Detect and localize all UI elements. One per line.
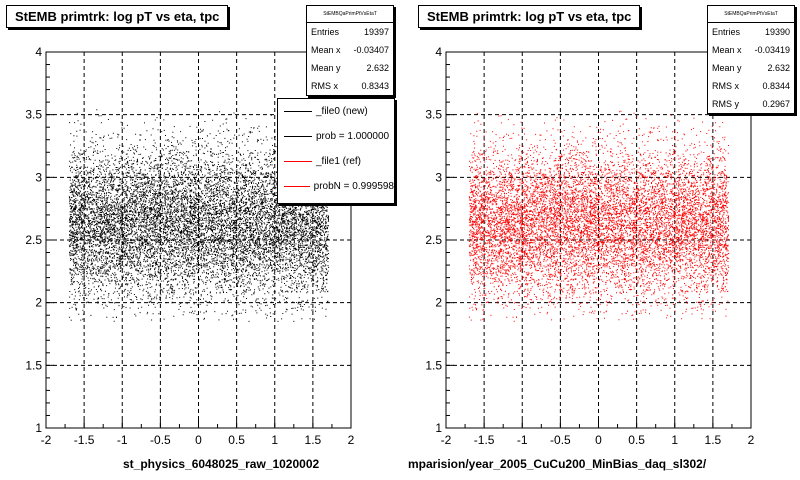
stats-label: Mean y: [712, 63, 742, 73]
stats-label: RMS x: [311, 81, 338, 91]
x-tick-label: -1.5: [74, 433, 95, 447]
legend-label: _file1 (ref): [316, 156, 362, 167]
right-scatter-plot: -2 -1.5 -1 -0.5 0 0.5 1 1.5 2 1 1.5 2 2.5 3 3.5 4: [425, 45, 754, 447]
y-tick-label: 4: [435, 45, 442, 59]
stats-histogram-name: StEMBQaPrimPtVsEtaT: [307, 6, 393, 23]
x-tick-label: 0: [195, 433, 202, 447]
legend-label: prob = 1.000000: [316, 131, 390, 142]
stats-row: Mean y 2.632: [307, 59, 393, 77]
stats-value: 0.2967: [762, 99, 790, 109]
x-tick-label: -0.5: [550, 433, 571, 447]
stats-label: Mean x: [311, 45, 341, 55]
stats-row: RMS x 0.8343: [307, 77, 393, 95]
stats-value: -0.03407: [353, 45, 389, 55]
x-tick-label: 0.5: [228, 433, 245, 447]
x-tick-label: 2: [748, 433, 755, 447]
x-tick-label: -1.5: [474, 433, 495, 447]
legend-label: probN = 0.999598: [313, 181, 394, 192]
y-tick-label: 2: [435, 296, 442, 310]
stats-label: Mean y: [311, 63, 341, 73]
legend-label: _file0 (new): [316, 106, 368, 117]
legend-entry-prob: prob = 1.000000: [278, 124, 394, 149]
x-tick-label: -1: [517, 433, 528, 447]
legend-line: [284, 111, 312, 112]
legend-entry-probn: probN = 0.999598: [278, 174, 394, 199]
stats-row: RMS x 0.8344: [708, 77, 794, 95]
x-tick-label: -0.5: [150, 433, 171, 447]
x-tick-label: -2: [441, 433, 452, 447]
stats-row: Mean x -0.03419: [708, 41, 794, 59]
stats-row: Mean x -0.03407: [307, 41, 393, 59]
x-tick-label: 2: [348, 433, 355, 447]
x-tick-label: 1: [271, 433, 278, 447]
x-tick-label: 0: [595, 433, 602, 447]
x-tick-label: -2: [41, 433, 52, 447]
y-tick-label: 1: [35, 421, 42, 435]
x-tick-label: 0.5: [628, 433, 645, 447]
comparison-legend: _file0 (new) prob = 1.000000 _file1 (ref…: [277, 98, 395, 204]
stats-row: RMS y 0.2967: [708, 95, 794, 113]
right-chart-title: StEMB primtrk: log pT vs eta, tpc: [418, 5, 641, 28]
y-tick-label: 1.5: [425, 358, 442, 372]
x-tick-label: -1: [117, 433, 128, 447]
left-x-axis-label: st_physics_6048025_raw_1020002: [123, 457, 320, 471]
y-tick-label: 3.5: [425, 108, 442, 122]
stats-label: Entries: [712, 27, 741, 37]
stats-label: RMS y: [712, 99, 739, 109]
stats-histogram-name: StEMBQaPrimPtVsEtaT: [708, 6, 794, 23]
right-stats-box: StEMBQaPrimPtVsEtaT Entries 19390 Mean x -…: [707, 5, 795, 114]
scatter-point-cloud: [468, 110, 730, 322]
left-chart-title: StEMB primtrk: log pT vs eta, tpc: [6, 5, 229, 28]
x-tick-label: 1.5: [305, 433, 322, 447]
y-tick-label: 2.5: [425, 233, 442, 247]
stats-row: Mean y 2.632: [708, 59, 794, 77]
legend-line: [284, 136, 312, 137]
y-tick-label: 4: [35, 45, 42, 59]
y-tick-label: 3: [435, 170, 442, 184]
right-x-axis-label: mparision/year_2005_CuCu200_MinBias_daq_…: [408, 457, 707, 471]
x-tick-label: 1.5: [705, 433, 722, 447]
left-scatter-plot: -2 -1.5 -1 -0.5 0 0.5 1 1.5 2 1 1.5 2 2.5 3 3.5 4: [25, 45, 354, 447]
stats-value: 0.8344: [762, 81, 790, 91]
legend-line: [284, 161, 312, 162]
y-tick-label: 3.5: [25, 108, 42, 122]
stats-value: 0.8343: [361, 81, 389, 91]
legend-entry-file0: _file0 (new): [278, 99, 394, 124]
stats-row: Entries 19390: [708, 23, 794, 41]
y-tick-label: 1.5: [25, 358, 42, 372]
x-tick-label: 1: [671, 433, 678, 447]
legend-line: [284, 186, 310, 187]
stats-label: Mean x: [712, 45, 742, 55]
stats-label: RMS x: [712, 81, 739, 91]
scatter-point-cloud: [68, 109, 330, 322]
stats-value: 19390: [764, 27, 790, 37]
stats-value: -0.03419: [754, 45, 790, 55]
scatter-points: [468, 110, 730, 322]
stats-value: 2.632: [767, 63, 790, 73]
y-tick-label: 1: [435, 421, 442, 435]
legend-entry-file1: _file1 (ref): [278, 149, 394, 174]
stats-label: Entries: [311, 27, 340, 37]
y-tick-label: 3: [35, 170, 42, 184]
y-tick-label: 2: [35, 296, 42, 310]
y-tick-label: 2.5: [25, 233, 42, 247]
stats-value: 19397: [363, 27, 389, 37]
left-stats-box: StEMBQaPrimPtVsEtaT Entries 19397 Mean x -…: [306, 5, 394, 96]
scatter-points: [68, 109, 330, 322]
stats-row: Entries 19397: [307, 23, 393, 41]
stats-value: 2.632: [366, 63, 389, 73]
